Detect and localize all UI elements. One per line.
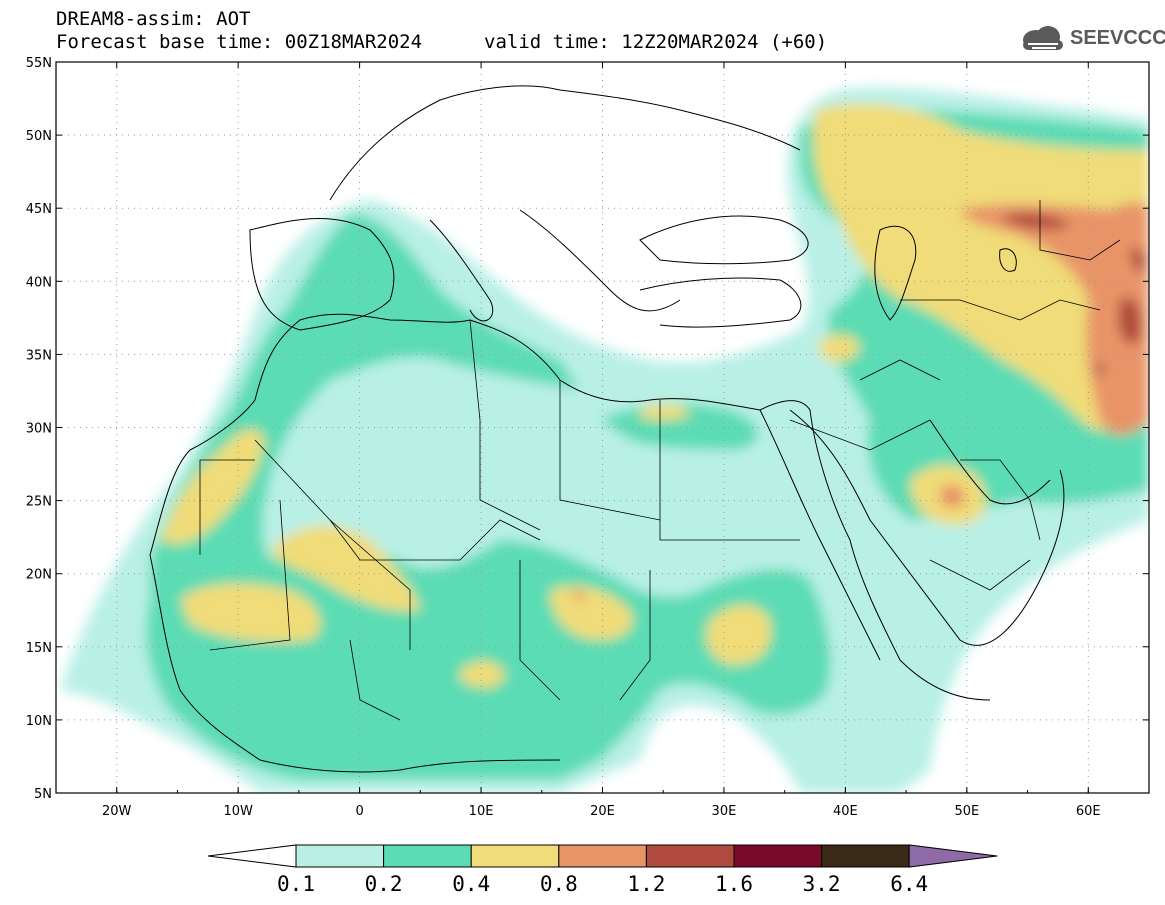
colorbar-arrow-right bbox=[908, 844, 998, 868]
lat-tick-label: 45N bbox=[26, 202, 52, 217]
colorbar-label: 0.1 bbox=[277, 872, 315, 896]
lat-tick-label: 50N bbox=[26, 129, 52, 144]
aot-level-0.4-sudan bbox=[706, 605, 771, 665]
colorbar-label: 0.8 bbox=[540, 872, 578, 896]
aot-level-1.2-b bbox=[1118, 297, 1142, 344]
colorbar-segment bbox=[558, 844, 647, 868]
coast-persian-gulf bbox=[929, 419, 1051, 505]
aot-level-1.2 bbox=[1005, 213, 1070, 230]
coast-europe bbox=[329, 85, 801, 201]
lon-tick-label: 10W bbox=[223, 804, 253, 819]
lat-tick-label: 35N bbox=[26, 348, 52, 363]
coast-arabia bbox=[789, 409, 1065, 646]
lon-tick-label: 40E bbox=[833, 804, 858, 819]
aot-level-0.4-iraq bbox=[820, 334, 860, 362]
cloud-logo-icon bbox=[1023, 26, 1063, 50]
lat-tick-label: 20N bbox=[26, 568, 52, 583]
aot-level-0.2-central bbox=[600, 403, 759, 450]
axis-ticks: 5N 10N 15N 20N 25N 30N 35N 40N 45N 50N 55N 20W 10W 0 1… bbox=[26, 56, 1150, 819]
lat-tick-label: 25N bbox=[26, 495, 52, 510]
aot-level-0.4-east bbox=[813, 103, 1149, 431]
lat-tick-label: 10N bbox=[26, 714, 52, 729]
aot-level-0.4-libya bbox=[640, 404, 690, 421]
colorbar-segment bbox=[383, 844, 472, 868]
forecast-base-time: Forecast base time: 00Z18MAR2024 bbox=[56, 31, 423, 53]
lat-lon-grid bbox=[56, 62, 1149, 793]
colorbar-arrow-left bbox=[207, 844, 297, 868]
coast-west-africa bbox=[149, 554, 561, 773]
coast-iberia bbox=[249, 217, 395, 331]
logo-text: SEEVCCC bbox=[1070, 27, 1165, 49]
lat-tick-label: 55N bbox=[26, 56, 52, 71]
colorbar-segment bbox=[295, 844, 385, 868]
coast-aral bbox=[999, 248, 1017, 272]
coast-italy bbox=[429, 219, 494, 322]
country-borders bbox=[199, 200, 1121, 721]
aot-level-0.8 bbox=[960, 202, 1149, 435]
aot-level-0.4-sahara bbox=[180, 583, 321, 642]
aot-level-0.4-chad bbox=[550, 586, 633, 640]
aot-level-0.4-mauritania bbox=[270, 526, 420, 611]
aot-level-0.4-west bbox=[160, 429, 265, 544]
lon-tick-label: 0 bbox=[355, 804, 363, 819]
colorbar-label: 1.6 bbox=[715, 872, 753, 896]
aot-level-1.2-c bbox=[1130, 248, 1146, 272]
colorbar-label: 1.2 bbox=[627, 872, 665, 896]
seevccc-logo: SEEVCCC bbox=[1018, 22, 1165, 56]
colorbar-segment bbox=[733, 844, 823, 868]
coast-black-sea bbox=[639, 215, 809, 265]
colorbar-segment bbox=[470, 844, 560, 868]
aot-level-0.8-chad bbox=[572, 590, 586, 601]
lon-tick-label: 50E bbox=[954, 804, 979, 819]
valid-time: valid time: 12Z20MAR2024 (+60) bbox=[484, 31, 828, 53]
coast-caspian bbox=[874, 225, 917, 321]
lon-tick-label: 10E bbox=[469, 804, 494, 819]
aot-level-0.2 bbox=[146, 214, 831, 781]
map-title: DREAM8-assim: AOT bbox=[56, 8, 251, 30]
lon-tick-label: 20W bbox=[102, 804, 132, 819]
lat-tick-label: 5N bbox=[34, 787, 52, 802]
lat-tick-label: 40N bbox=[26, 275, 52, 290]
lat-tick-label: 30N bbox=[26, 422, 52, 437]
colorbar-segment bbox=[821, 844, 910, 868]
colorbar-segment bbox=[645, 844, 735, 868]
colorbar: 0.1 0.2 0.4 0.8 1.2 1.6 3.2 6.4 bbox=[207, 844, 998, 896]
lat-tick-label: 15N bbox=[26, 641, 52, 656]
coast-red-sea bbox=[759, 409, 881, 661]
colorbar-label: 6.4 bbox=[890, 872, 928, 896]
colorbar-label: 0.4 bbox=[452, 872, 490, 896]
colorbar-label: 0.2 bbox=[365, 872, 403, 896]
coast-balkans bbox=[519, 209, 681, 312]
lon-tick-label: 60E bbox=[1076, 804, 1101, 819]
aot-level-1.6 bbox=[1096, 364, 1105, 374]
aot-level-0.8-arabia bbox=[940, 484, 965, 508]
coast-turkey bbox=[639, 277, 802, 328]
lon-tick-label: 30E bbox=[712, 804, 737, 819]
aot-level-0.4-nigeria bbox=[460, 660, 505, 688]
colorbar-label: 3.2 bbox=[803, 872, 841, 896]
aot-field bbox=[60, 87, 1149, 793]
lon-tick-label: 20E bbox=[590, 804, 615, 819]
